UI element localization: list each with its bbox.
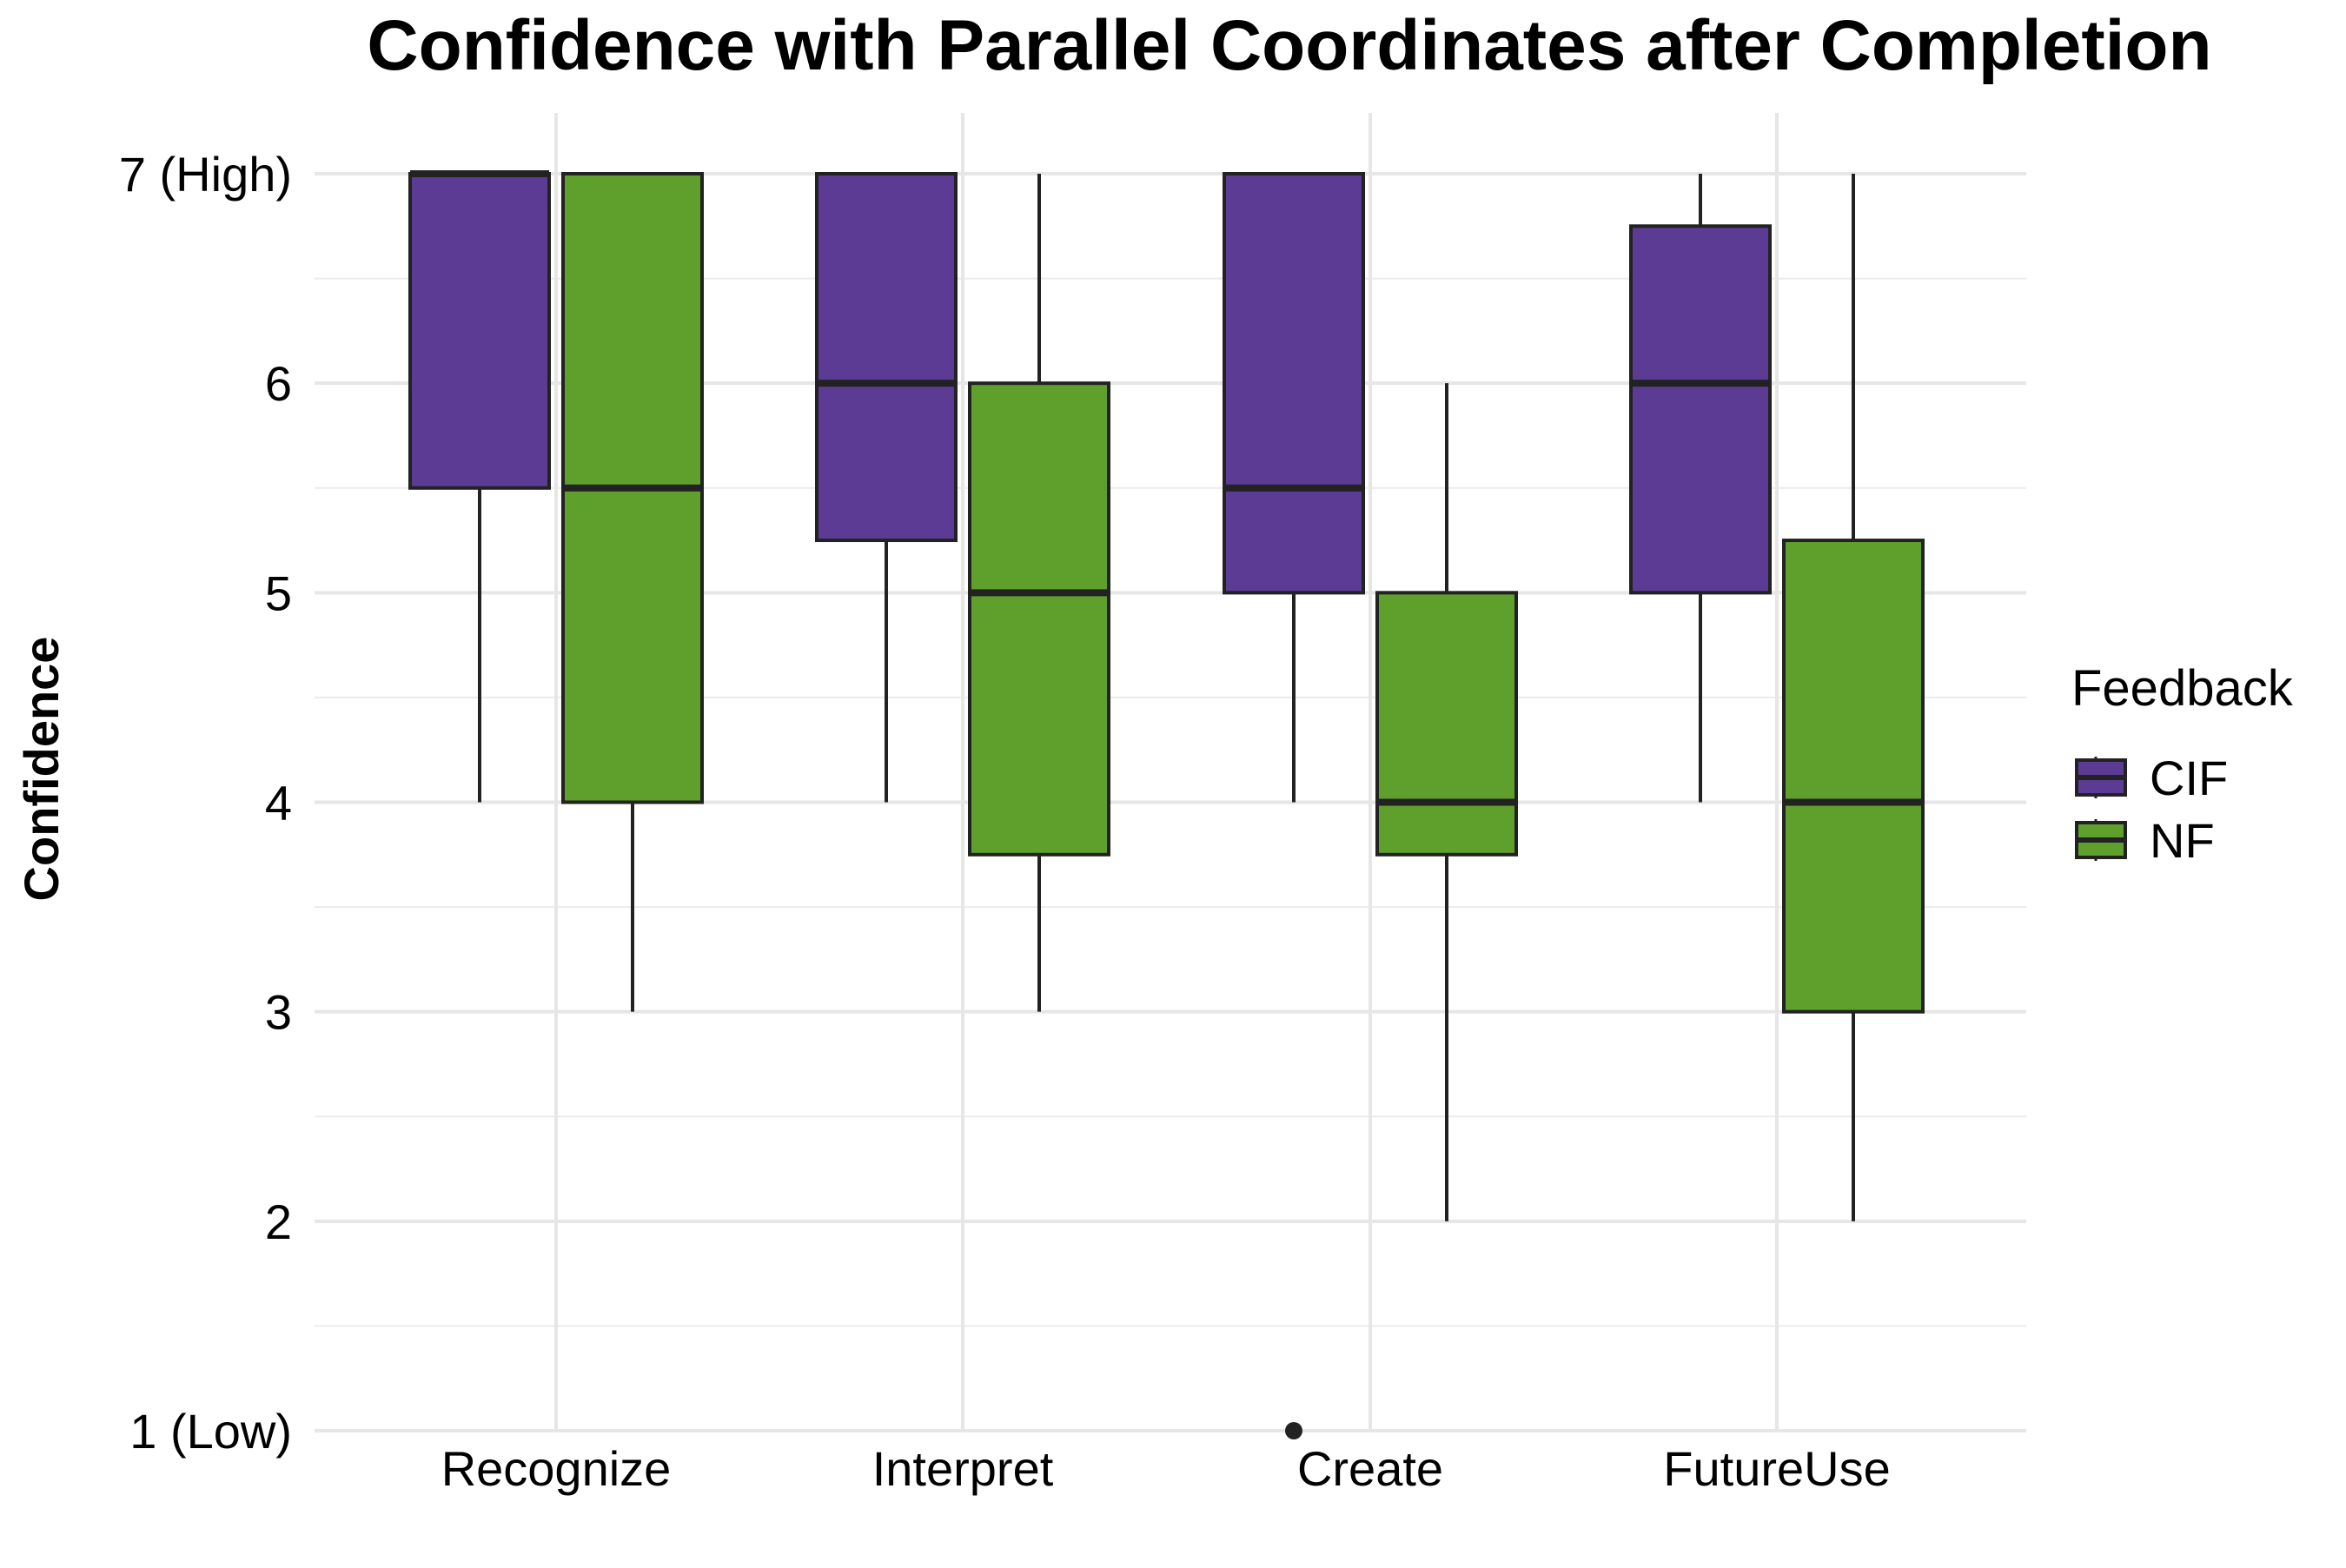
legend-item: NF xyxy=(2075,813,2215,868)
x-tick-label: FutureUse xyxy=(1663,1441,1890,1496)
legend-label: CIF xyxy=(2150,751,2228,805)
legend-title: Feedback xyxy=(2071,660,2294,717)
legend-label: NF xyxy=(2150,813,2215,868)
legend: Feedback CIF NF xyxy=(2071,660,2294,868)
box xyxy=(968,381,1110,857)
x-tick-labels: Recognize Interpret Create FutureUse xyxy=(441,1441,1891,1496)
x-tick-label: Create xyxy=(1297,1441,1443,1496)
box-layer xyxy=(408,170,1925,1439)
legend-item: CIF xyxy=(2075,751,2228,805)
box xyxy=(1223,172,1365,595)
y-tick-label: 4 xyxy=(265,776,292,830)
y-tick-labels: 7 (High) 6 5 4 3 2 1 (Low) xyxy=(119,147,292,1459)
box xyxy=(815,172,958,543)
y-tick-label: 2 xyxy=(265,1194,292,1249)
y-tick-label: 3 xyxy=(265,985,292,1040)
x-tick-label: Interpret xyxy=(872,1441,1054,1496)
y-tick-label: 6 xyxy=(265,356,292,411)
box xyxy=(1629,224,1772,595)
box xyxy=(1782,539,1925,1014)
x-tick-label: Recognize xyxy=(441,1441,672,1496)
y-tick-label: 1 (Low) xyxy=(129,1404,292,1459)
y-tick-label: 5 xyxy=(265,566,292,620)
legend-items: CIF NF xyxy=(2075,751,2228,868)
outlier-point xyxy=(1285,1422,1302,1439)
box xyxy=(408,172,551,490)
chart-title: Confidence with Parallel Coordinates aft… xyxy=(367,6,2211,85)
y-axis-label: Confidence xyxy=(14,637,69,902)
y-tick-label: 7 (High) xyxy=(119,147,292,202)
box xyxy=(1375,591,1518,857)
